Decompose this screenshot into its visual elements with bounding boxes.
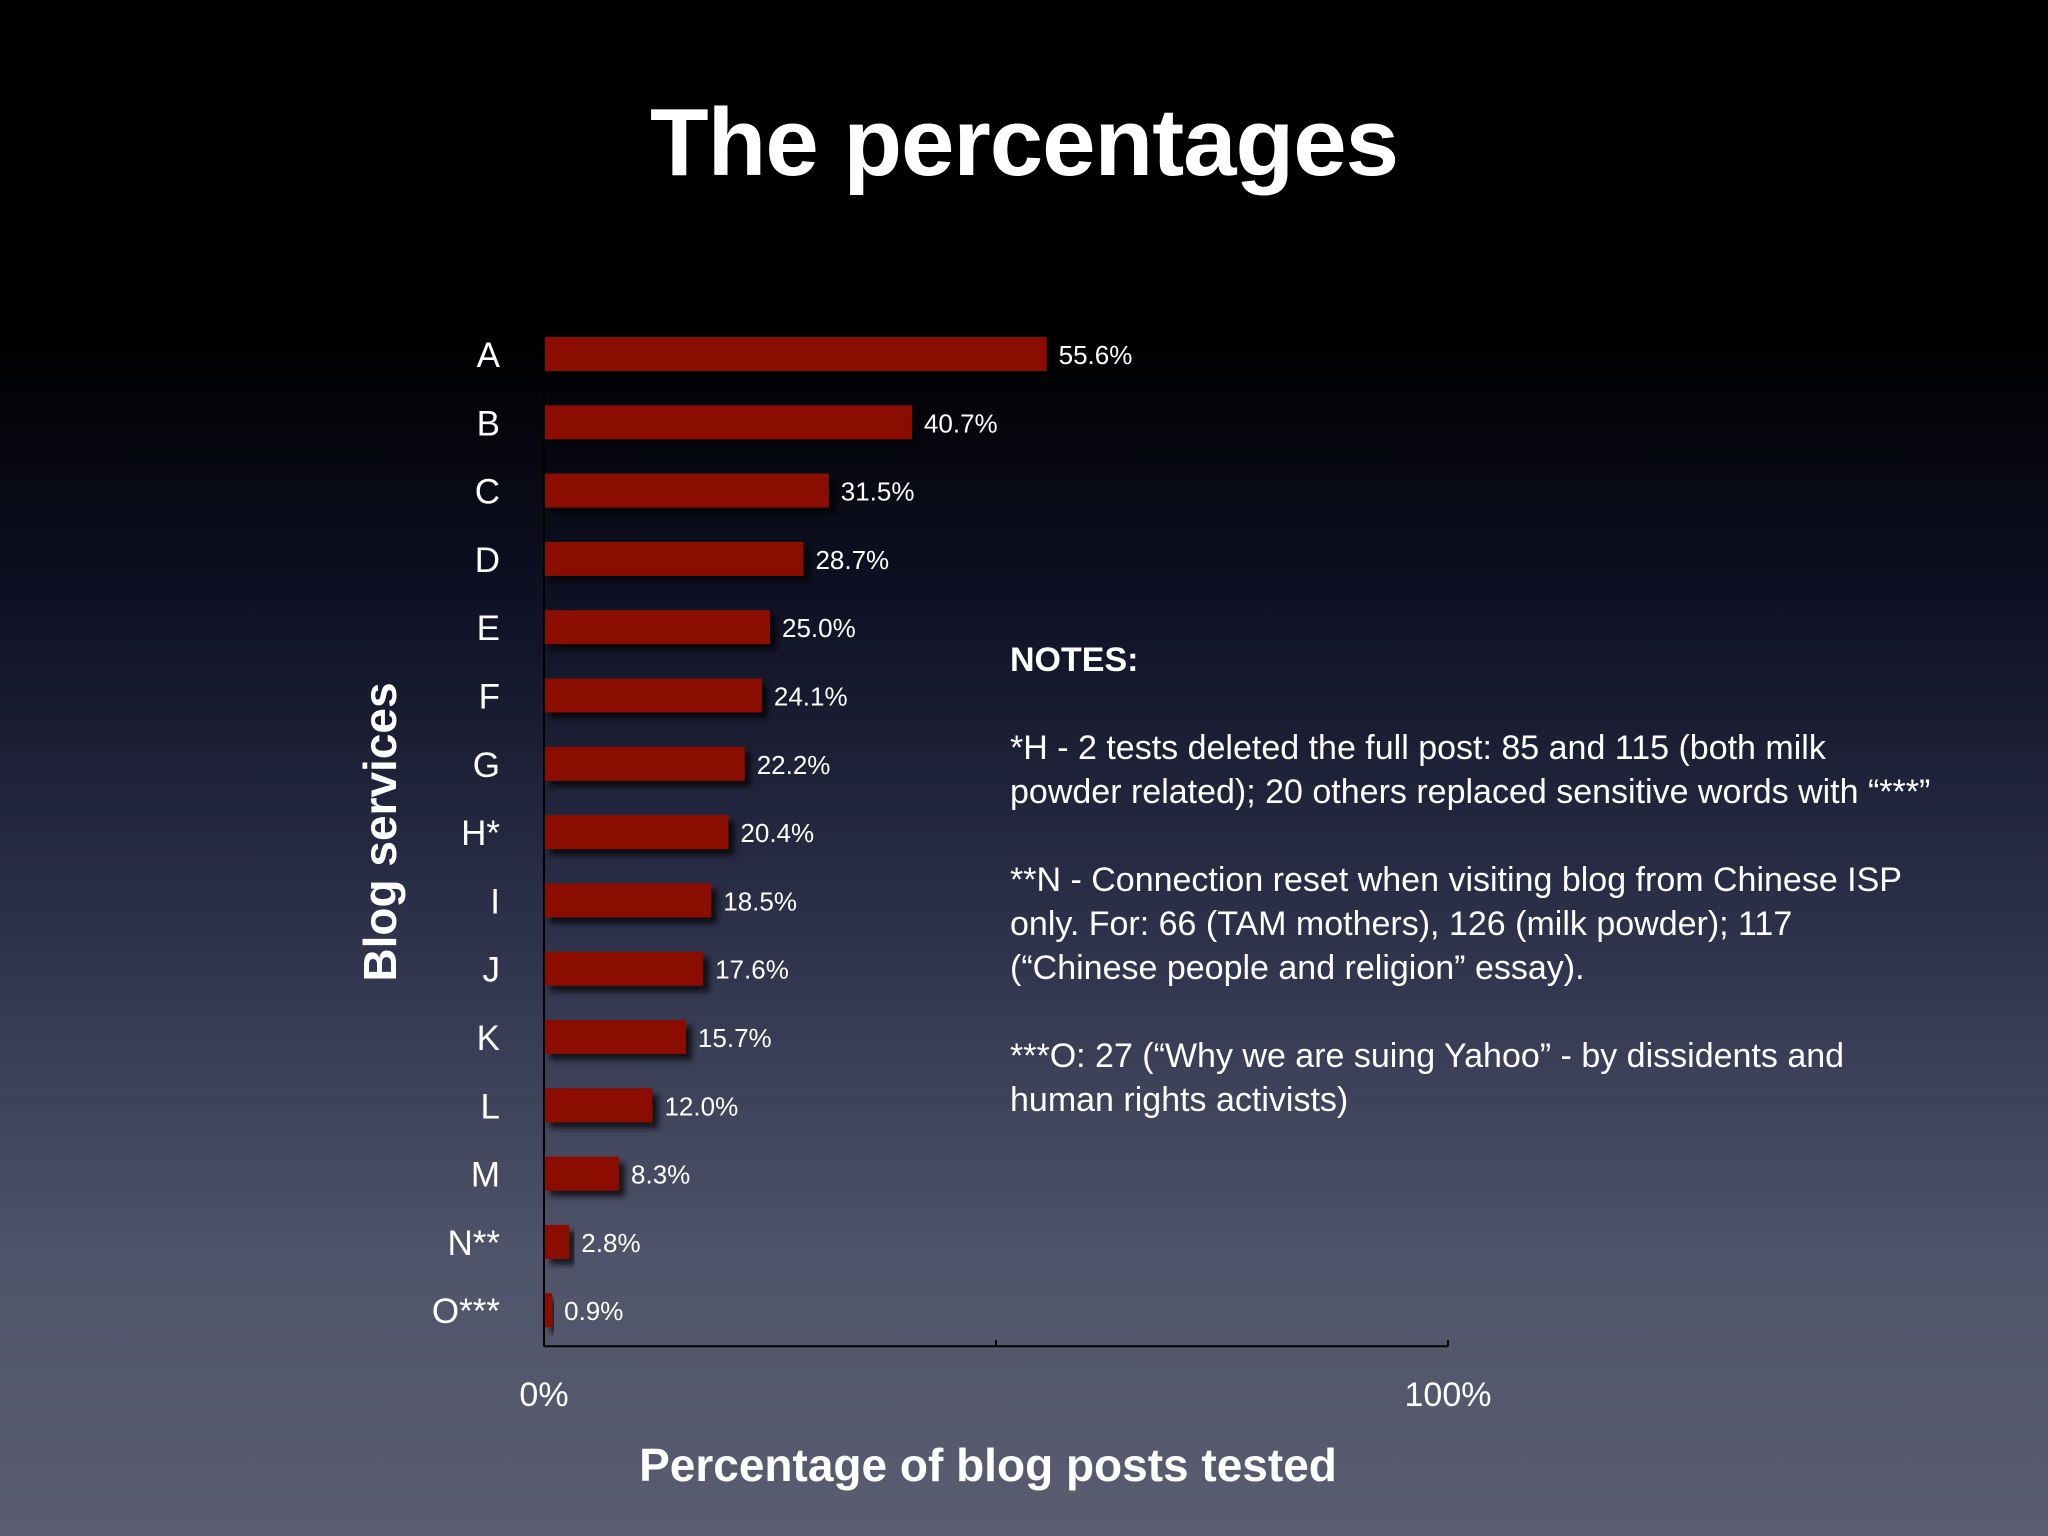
category-label-J: J — [483, 951, 501, 990]
value-label-M: 8.3% — [631, 1160, 690, 1190]
category-label-G: G — [473, 746, 500, 785]
note-n: **N - Connection reset when visiting blo… — [1010, 861, 1902, 987]
bar-J — [544, 951, 704, 986]
note-o: ***O: 27 (“Why we are suing Yahoo” - by … — [1010, 1037, 1845, 1119]
value-label-C: 31.5% — [841, 477, 915, 507]
value-label-K: 15.7% — [698, 1023, 772, 1053]
value-label-L: 12.0% — [664, 1091, 738, 1121]
value-label-O: 0.9% — [564, 1296, 623, 1326]
bar-M — [544, 1156, 620, 1191]
category-label-N: N** — [447, 1224, 500, 1263]
x-tick-label-0: 0% — [519, 1376, 569, 1414]
value-label-G: 22.2% — [757, 750, 831, 780]
category-label-H: H* — [461, 814, 500, 853]
category-label-M: M — [471, 1156, 500, 1195]
bar-K — [544, 1020, 686, 1054]
slide-title: The percentages — [650, 89, 1399, 196]
x-axis-title: Percentage of blog posts tested — [639, 1439, 1337, 1491]
bar-O — [544, 1293, 553, 1328]
category-label-D: D — [475, 541, 500, 580]
bar-D — [544, 541, 804, 576]
bar-B — [544, 405, 912, 440]
value-label-H: 20.4% — [740, 818, 814, 848]
bar-L — [544, 1088, 653, 1123]
bar-A — [544, 337, 1047, 371]
note-h: *H - 2 tests deleted the full post: 85 a… — [1010, 729, 1931, 811]
value-label-E: 25.0% — [782, 613, 856, 643]
category-label-O: O*** — [432, 1292, 500, 1331]
category-label-C: C — [475, 473, 500, 512]
value-label-D: 28.7% — [815, 545, 889, 575]
bar-F — [544, 678, 762, 713]
value-label-F: 24.1% — [774, 682, 848, 712]
value-label-A: 55.6% — [1059, 340, 1133, 370]
category-label-E: E — [477, 609, 500, 648]
category-label-I: I — [490, 882, 500, 921]
bar-H — [544, 815, 729, 850]
value-label-J: 17.6% — [715, 955, 789, 985]
category-label-L: L — [481, 1087, 500, 1126]
category-label-B: B — [477, 404, 500, 443]
bar-N — [544, 1224, 570, 1259]
category-label-K: K — [477, 1019, 500, 1058]
value-label-N: 2.8% — [581, 1228, 640, 1258]
bar-E — [544, 610, 770, 645]
value-label-B: 40.7% — [924, 408, 998, 438]
bar-G — [544, 746, 745, 781]
bar-C — [544, 473, 829, 508]
notes-heading: NOTES: — [1010, 641, 1139, 679]
value-label-I: 18.5% — [723, 886, 797, 916]
notes-panel: NOTES: *H - 2 tests deleted the full pos… — [1010, 638, 1940, 1166]
category-label-A: A — [477, 336, 501, 375]
x-tick-label-100: 100% — [1404, 1376, 1492, 1414]
category-label-F: F — [479, 678, 500, 717]
bar-I — [544, 883, 712, 918]
